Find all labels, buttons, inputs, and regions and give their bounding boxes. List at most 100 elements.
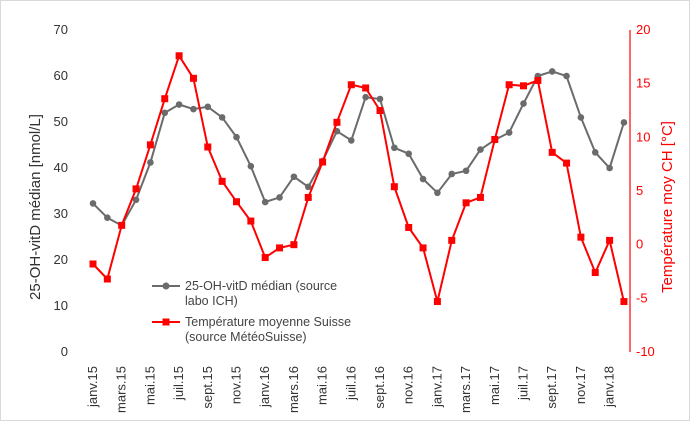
temperature-data-point: [376, 107, 384, 114]
vitd-data-point: [218, 114, 226, 121]
vitd-data-point: [405, 150, 413, 158]
vitd-data-point: [419, 175, 427, 183]
temperature-data-point: [577, 233, 585, 241]
temperature-data-point: [276, 244, 284, 252]
x-tick-label: mai.16: [315, 366, 330, 405]
vitd-data-point: [462, 167, 470, 175]
temperature-data-point: [548, 148, 556, 156]
vitd-data-point: [132, 196, 140, 204]
temperature-data-point: [132, 185, 140, 193]
temperature-data-point: [505, 81, 513, 89]
temperature-data-point: [390, 183, 398, 191]
legend-vitd-label: 25-OH-vitD médian (source labo ICH): [185, 279, 337, 308]
temperature-data-point: [491, 135, 499, 143]
vitd-data-point: [348, 137, 355, 144]
x-tick-label: janv.17: [429, 366, 444, 408]
right-tick-label: -10: [636, 344, 655, 359]
legend-temp-swatch-marker: [162, 318, 170, 326]
temperature-data-point: [161, 95, 169, 103]
x-tick-label: mars.15: [114, 366, 129, 413]
vitd-data-point: [434, 189, 441, 197]
temperature-data-point: [419, 244, 427, 252]
right-axis-title: Température moy CH [°C]: [659, 121, 676, 293]
vitd-data-point: [548, 68, 556, 75]
left-tick-label: 30: [54, 206, 68, 221]
left-tick-label: 20: [54, 252, 68, 267]
vitd-data-point: [161, 109, 169, 117]
temperature-data-point: [462, 199, 470, 207]
temperature-data-point: [591, 269, 599, 277]
right-tick-label: -5: [636, 290, 648, 305]
temperature-data-point: [189, 74, 197, 82]
temperature-data-point: [175, 52, 183, 60]
x-tick-label: mai.17: [487, 366, 502, 405]
vitd-data-point: [606, 164, 613, 172]
temperature-data-point: [204, 143, 212, 151]
vitd-data-point: [520, 100, 527, 107]
temperature-data-point: [333, 118, 341, 126]
x-tick-label: sept.15: [200, 366, 215, 409]
temperature-data-point: [146, 141, 154, 149]
vitd-data-point: [233, 133, 240, 141]
vitd-data-point: [89, 200, 97, 207]
x-tick-label: janv.15: [85, 366, 100, 408]
right-tick-label: 0: [636, 237, 643, 252]
x-tick-label: juil.16: [343, 366, 358, 401]
temperature-data-point: [290, 241, 298, 249]
vitd-data-point: [276, 194, 283, 201]
temperature-data-point: [534, 76, 542, 84]
temperature-data-point: [233, 198, 240, 206]
temperature-data-point: [347, 81, 355, 89]
vitd-data-point: [304, 183, 312, 191]
temperature-data-point: [405, 223, 413, 231]
x-axis: janv.15 mars.15 mai.15 juil.15 sept.15 nov.15…: [85, 366, 617, 413]
right-tick-label: 5: [636, 183, 643, 198]
vitd-data-point: [362, 93, 369, 101]
x-tick-label: mars.16: [286, 366, 301, 413]
vitd-data-point: [448, 170, 456, 178]
vitd-data-point: [104, 214, 111, 221]
x-tick-label: juil.15: [171, 366, 186, 401]
temperature-data-point: [304, 193, 312, 201]
right-y-axis: -10 -5 0 5 10 15 20: [629, 22, 655, 359]
vitd-data-point: [505, 129, 513, 136]
left-axis-title: 25-OH-vitD médian [nmol/L]: [27, 114, 44, 300]
vitd-data-point: [190, 105, 197, 113]
temperature-data-point: [433, 298, 441, 306]
x-tick-label: mars.17: [458, 366, 473, 413]
vitd-data-point: [147, 159, 154, 166]
vitd-data-point: [577, 114, 585, 121]
temperature-data-point: [448, 236, 456, 244]
x-tick-label: sept.16: [372, 366, 387, 409]
x-tick-label: sept.17: [544, 366, 559, 409]
vitd-data-point: [175, 101, 183, 108]
left-tick-label: 70: [54, 22, 68, 37]
legend: 25-OH-vitD médian (source labo ICH) Tempé…: [150, 274, 400, 349]
temperature-data-point: [319, 158, 327, 166]
vitd-data-point: [591, 149, 599, 156]
x-tick-label: nov.16: [401, 366, 416, 404]
right-tick-label: 20: [636, 22, 650, 37]
vitd-data-point: [376, 95, 384, 103]
x-tick-label: mai.15: [142, 366, 157, 405]
temperature-data-point: [89, 260, 97, 268]
vitd-data-point: [261, 198, 269, 206]
temperature-data-point: [261, 254, 269, 262]
right-tick-label: 10: [636, 129, 650, 144]
legend-background: [150, 274, 400, 349]
left-tick-label: 50: [54, 114, 68, 129]
temperature-data-point: [247, 217, 255, 225]
left-tick-label: 0: [61, 344, 68, 359]
vitd-data-point: [391, 144, 398, 152]
temperature-data-point: [620, 298, 628, 306]
legend-temp-label: Température moyenne Suisse (source MétéoS…: [185, 315, 351, 344]
left-tick-label: 10: [54, 298, 68, 313]
temperature-data-point: [476, 193, 484, 201]
x-tick-label: nov.15: [229, 366, 244, 404]
vitd-data-point: [204, 103, 212, 111]
temperature-data-point: [118, 221, 126, 229]
x-tick-label: janv.18: [602, 366, 617, 408]
right-tick-label: 15: [636, 76, 650, 91]
